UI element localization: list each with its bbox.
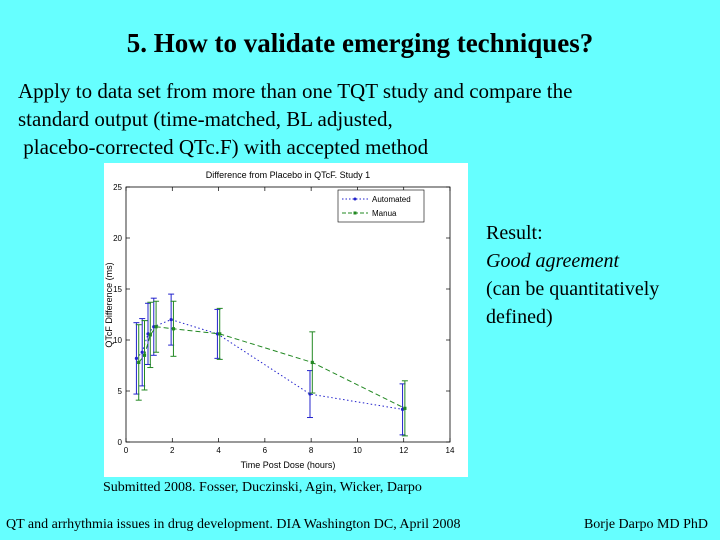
x-tick-label: 14 — [446, 446, 455, 455]
y-tick-label: 20 — [113, 234, 122, 243]
legend-marker-automated — [353, 197, 357, 201]
data-point-manual — [148, 333, 152, 337]
data-point-manual — [154, 325, 158, 329]
data-point-automated — [140, 350, 144, 354]
x-tick-label: 0 — [124, 446, 129, 455]
result-block: Result: Good agreement (can be quantitat… — [486, 219, 716, 331]
data-point-automated — [169, 318, 173, 322]
legend-box — [337, 189, 425, 223]
x-tick-label: 10 — [353, 446, 362, 455]
qtcf-difference-chart: 0 5 10 15 20 25 0 2 4 6 8 10 12 14 Difference from Pl… — [104, 170, 455, 470]
submitted-note: Submitted 2008. Fosser, Duczinski, Agin,… — [103, 480, 422, 495]
chart-y-axis-label: QTcF Difference (ms) — [104, 262, 114, 347]
x-tick-label: 2 — [170, 446, 175, 455]
y-tick-label: 5 — [118, 387, 123, 396]
x-tick-label: 8 — [309, 446, 314, 455]
x-tick-label: 6 — [263, 446, 268, 455]
result-detail: (can be quantitatively — [486, 278, 660, 300]
data-point-manual — [142, 353, 147, 357]
chart-title: Difference from Placebo in QTcF. Study 1 — [206, 170, 370, 180]
result-emphasis: Good agreement — [486, 250, 620, 272]
series-line-automated — [136, 319, 403, 410]
legend-label-automated: Automated — [372, 195, 411, 204]
chart-legend: Automated Manua — [337, 189, 425, 223]
result-detail: defined) — [486, 306, 553, 328]
legend-label-manual: Manua — [372, 209, 397, 218]
data-point-automated — [134, 356, 139, 360]
footer-author: Borje Darpo MD PhD — [583, 517, 708, 532]
slide-title: 5. How to validate emerging techniques? — [126, 28, 594, 58]
y-tick-label: 15 — [113, 285, 122, 294]
footer-conference: QT and arrhythmia issues in drug develop… — [6, 517, 461, 532]
chart-x-axis-label: Time Post Dose (hours) — [241, 460, 336, 470]
y-tick-label: 25 — [113, 183, 122, 192]
y-tick-label: 0 — [118, 438, 123, 447]
result-heading: Result: — [486, 222, 543, 244]
legend-marker-manual — [353, 211, 357, 215]
data-point-manual — [171, 327, 176, 331]
x-tick-label: 4 — [216, 446, 221, 455]
chart-panel: 0 5 10 15 20 25 0 2 4 6 8 10 12 14 Difference from Pl… — [104, 163, 468, 477]
x-tick-label: 12 — [399, 446, 408, 455]
intro-text: Apply to data set from more than one TQT… — [18, 77, 718, 161]
intro-line: standard output (time-matched, BL adjust… — [18, 107, 393, 131]
data-point-manual — [403, 406, 407, 410]
intro-line: placebo-corrected QTc.F) with accepted m… — [18, 135, 429, 159]
data-point-manual — [218, 332, 222, 336]
y-tick-label: 10 — [113, 336, 122, 345]
data-point-manual — [137, 360, 141, 365]
data-point-manual — [310, 360, 314, 365]
plot-frame — [125, 186, 451, 443]
series-line-manual — [138, 326, 406, 409]
intro-line: Apply to data set from more than one TQT… — [18, 79, 573, 103]
